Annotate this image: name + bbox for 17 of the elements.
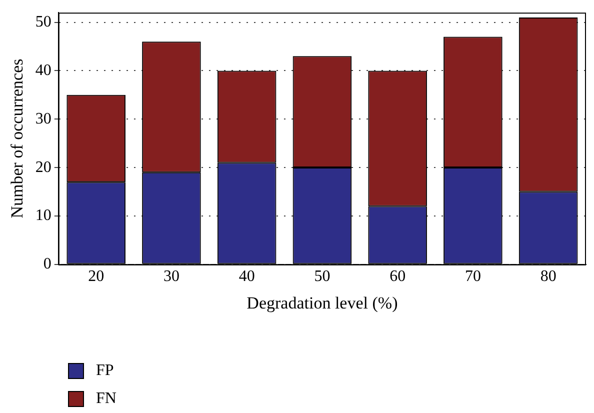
x-axis-title: Degradation level (%) <box>246 293 398 312</box>
x-tick-label: 50 <box>314 268 330 286</box>
legend-label: FN <box>96 390 117 408</box>
x-tick-label: 20 <box>88 268 104 286</box>
legend-label: FP <box>96 362 114 380</box>
y-tick-label: 50 <box>35 13 52 30</box>
y-tick-label: 30 <box>35 110 52 128</box>
x-tick-label: 40 <box>238 268 255 286</box>
y-tick-label: 40 <box>35 62 52 79</box>
x-tick-label: 80 <box>540 268 556 286</box>
y-axis-title: Number of occurrences <box>8 58 27 218</box>
x-tick-label: 70 <box>464 268 481 286</box>
y-tick-label: 10 <box>35 207 52 224</box>
x-tick-label: 30 <box>163 268 180 286</box>
y-tick-label: 0 <box>43 256 52 273</box>
y-tick-label: 20 <box>35 158 52 176</box>
x-tick-label: 60 <box>390 268 406 286</box>
